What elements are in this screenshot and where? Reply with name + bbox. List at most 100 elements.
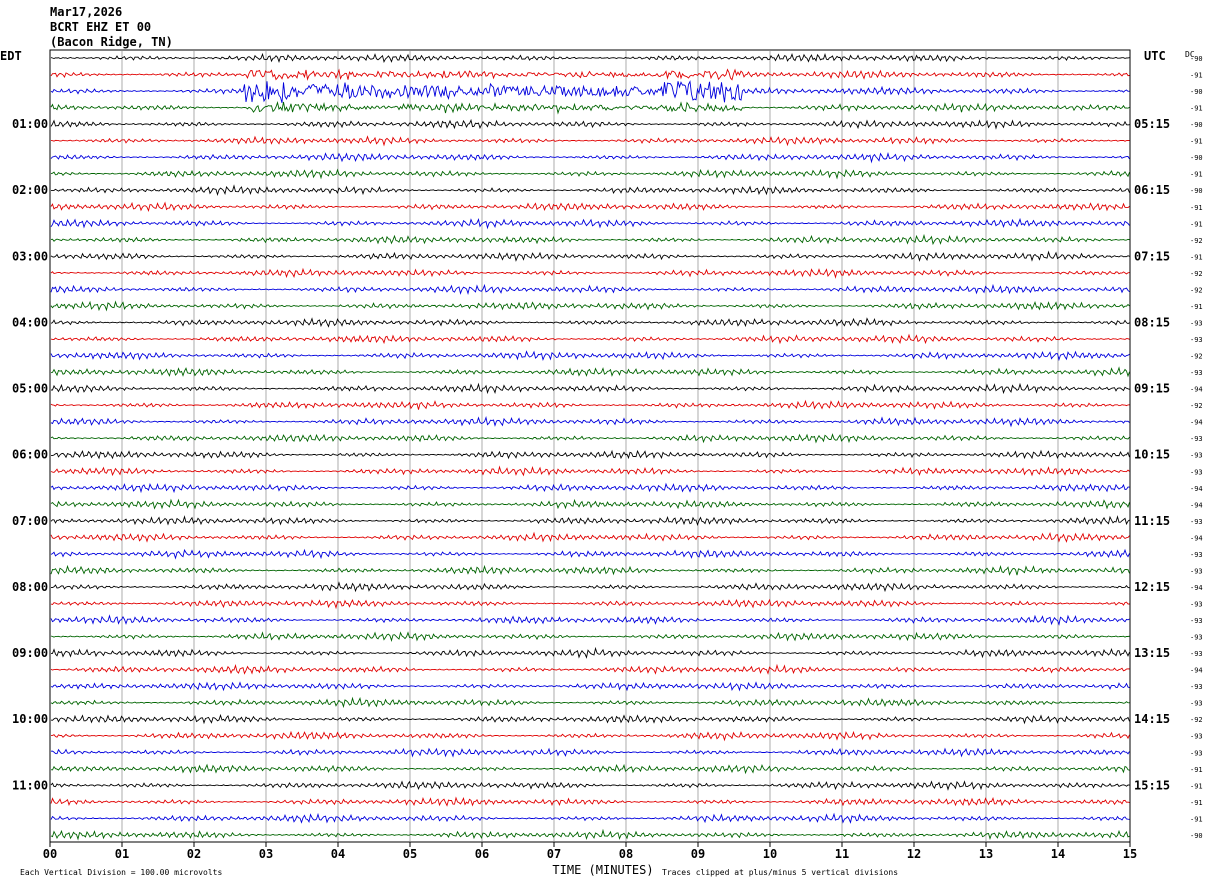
seismic-trace <box>50 267 1130 279</box>
dc-offset-label: -90 <box>1190 55 1203 63</box>
plot-frame <box>49 49 1131 843</box>
hour-label-edt: 05:00 <box>12 382 48 396</box>
dc-offset-label: -94 <box>1190 419 1203 427</box>
seismic-trace <box>50 713 1130 725</box>
dc-offset-label: -94 <box>1190 534 1203 542</box>
hour-label-utc: 12:15 <box>1134 580 1170 594</box>
x-tick-label: 03 <box>259 847 273 861</box>
dc-offset-label: -94 <box>1190 667 1203 675</box>
x-tick-label: 11 <box>835 847 849 861</box>
seismic-trace <box>50 201 1130 212</box>
dc-offset-label: -93 <box>1190 700 1203 708</box>
x-tick-label: 06 <box>475 847 489 861</box>
dc-offset-label: -93 <box>1190 733 1203 741</box>
x-tick-label: 08 <box>619 847 633 861</box>
hour-label-utc: 11:15 <box>1134 514 1170 528</box>
dc-offset-label: -93 <box>1190 650 1203 658</box>
hour-label-utc: 08:15 <box>1134 315 1170 329</box>
x-tick-label: 10 <box>763 847 777 861</box>
hour-label-edt: 02:00 <box>12 183 48 197</box>
dc-offset-label: -91 <box>1190 171 1203 179</box>
dc-offset-label: -91 <box>1190 303 1203 311</box>
dc-offset-label: -91 <box>1190 72 1203 80</box>
dc-offset-label: -93 <box>1190 435 1203 443</box>
dc-offset-label: -93 <box>1190 369 1203 377</box>
seismic-trace <box>50 796 1130 807</box>
dc-offset-label: -93 <box>1190 452 1203 460</box>
x-tick-label: 02 <box>187 847 201 861</box>
dc-label: DC <box>1185 50 1195 59</box>
clip-note: Traces clipped at plus/minus 5 vertical … <box>662 868 898 877</box>
hour-label-edt: 04:00 <box>12 315 48 329</box>
seismic-trace <box>51 382 1130 395</box>
seismic-trace <box>50 614 1130 626</box>
station-location: (Bacon Ridge, TN) <box>50 35 173 49</box>
hour-label-utc: 06:15 <box>1134 183 1170 197</box>
seismic-trace <box>50 763 1130 775</box>
dc-offset-label: -90 <box>1190 187 1203 195</box>
seismic-trace <box>50 80 1130 104</box>
seismic-trace <box>50 317 1130 328</box>
hour-label-edt: 08:00 <box>12 580 48 594</box>
seismic-trace <box>51 646 1130 659</box>
seismic-trace <box>50 233 1130 246</box>
seismic-trace <box>50 828 1130 841</box>
seismic-trace <box>50 681 1130 692</box>
dc-offset-label: -93 <box>1190 336 1203 344</box>
dc-offset-label: -90 <box>1190 88 1203 96</box>
dc-offset-label: -93 <box>1190 468 1203 476</box>
seismic-trace <box>50 366 1130 378</box>
left-timezone-label: EDT <box>0 49 22 63</box>
seismic-trace <box>50 250 1130 262</box>
x-tick-label: 05 <box>403 847 417 861</box>
seismic-trace <box>50 564 1130 576</box>
seismic-trace <box>50 548 1130 560</box>
seismic-trace <box>50 118 1130 130</box>
scale-note: Each Vertical Division = 100.00 microvol… <box>20 868 222 877</box>
seismic-trace <box>50 747 1130 758</box>
dc-offset-label: -92 <box>1190 402 1203 410</box>
x-tick-label: 01 <box>115 847 129 861</box>
seismic-trace <box>50 135 1130 147</box>
hour-label-edt: 06:00 <box>12 448 48 462</box>
seismic-trace <box>50 581 1130 593</box>
dc-offset-label: -93 <box>1190 634 1203 642</box>
hour-label-utc: 09:15 <box>1134 382 1170 396</box>
seismic-trace <box>50 100 1130 115</box>
seismic-trace <box>50 780 1130 791</box>
x-tick-label: 15 <box>1123 847 1137 861</box>
x-axis-title: TIME (MINUTES) <box>552 863 653 877</box>
seismic-trace <box>51 449 1130 460</box>
seismic-trace <box>50 68 1130 81</box>
seismic-trace <box>50 531 1130 543</box>
x-tick-label: 04 <box>331 847 345 861</box>
dc-offset-label: -91 <box>1190 105 1203 113</box>
hour-label-edt: 01:00 <box>12 117 48 131</box>
dc-offset-label: -91 <box>1190 253 1203 261</box>
x-tick-label: 09 <box>691 847 705 861</box>
hour-label-utc: 13:15 <box>1134 646 1170 660</box>
seismic-trace <box>50 663 1130 675</box>
dc-offset-label: -90 <box>1190 832 1203 840</box>
seismic-trace <box>50 333 1130 345</box>
seismic-trace <box>50 696 1130 709</box>
seismic-trace <box>50 812 1130 824</box>
dc-offset-label: -92 <box>1190 716 1203 724</box>
dc-offset-label: -92 <box>1190 353 1203 361</box>
seismic-trace <box>50 300 1130 312</box>
dc-offset-label: -91 <box>1190 138 1203 146</box>
x-tick-label: 13 <box>979 847 993 861</box>
dc-offset-label: -91 <box>1190 766 1203 774</box>
dc-offset-label: -90 <box>1190 121 1203 129</box>
hour-label-edt: 10:00 <box>12 712 48 726</box>
hour-label-utc: 15:15 <box>1134 778 1170 792</box>
right-timezone-label: UTC <box>1144 49 1166 63</box>
x-tick-label: 00 <box>43 847 57 861</box>
seismic-trace <box>50 52 1130 64</box>
seismic-trace <box>50 350 1130 362</box>
x-tick-label: 07 <box>547 847 561 861</box>
dc-offset-label: -91 <box>1190 220 1203 228</box>
dc-offset-label: -93 <box>1190 518 1203 526</box>
dc-offset-label: -93 <box>1190 319 1203 327</box>
